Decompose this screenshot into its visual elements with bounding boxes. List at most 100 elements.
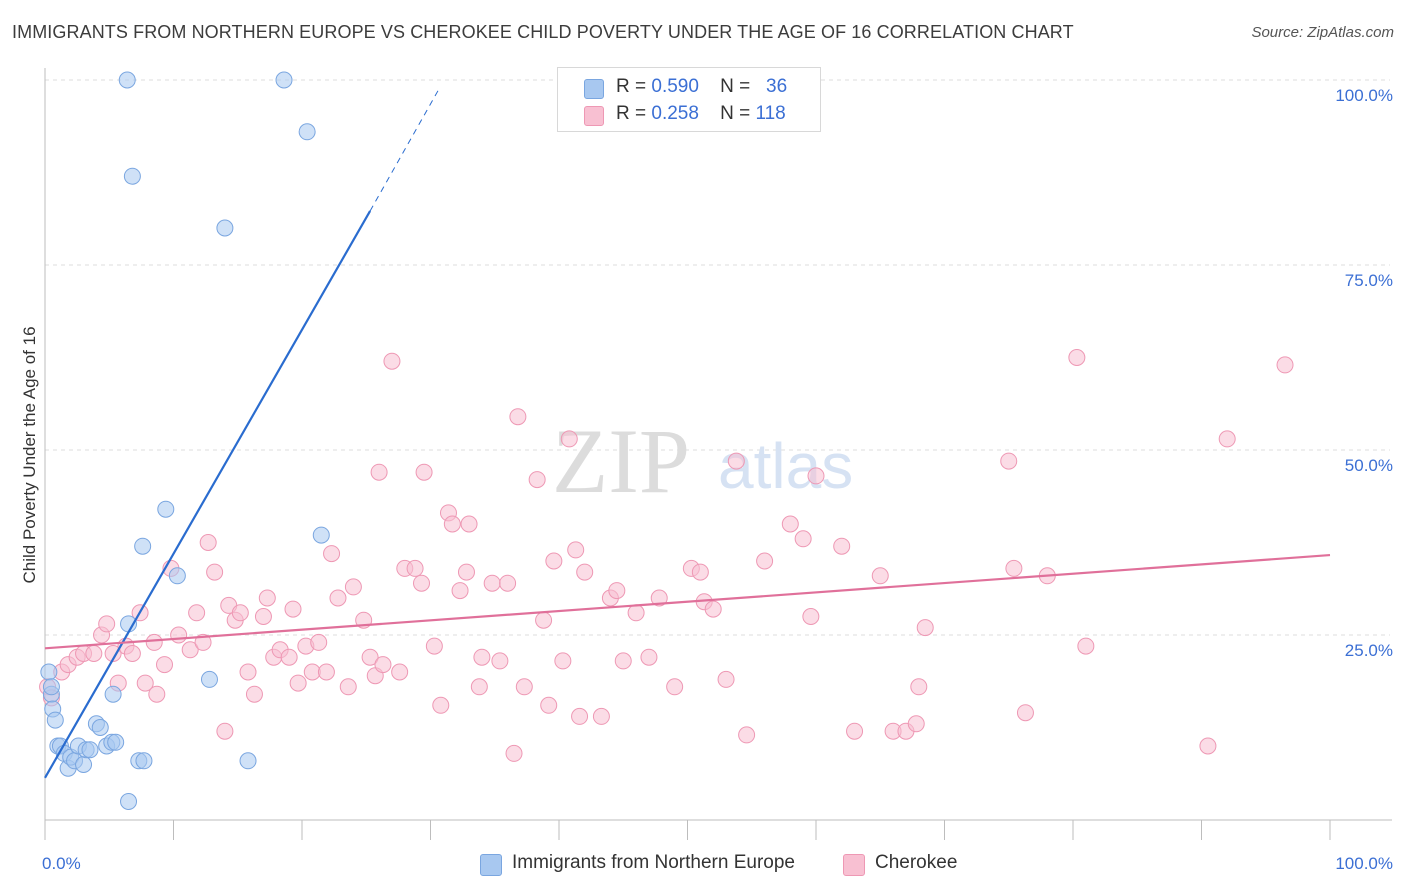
point-northern-europe [157,500,175,518]
point-cherokee [374,656,392,674]
point-cherokee [245,685,263,703]
point-cherokee [614,652,632,670]
point-cherokee [123,645,141,662]
point-northern-europe [135,752,153,770]
point-cherokee [483,574,501,592]
legend-label: Cherokee [875,852,958,873]
point-cherokee [545,552,563,570]
point-cherokee [1077,637,1095,655]
point-cherokee [691,563,709,581]
point-cherokee [571,707,589,725]
point-northern-europe [298,123,316,141]
point-cherokee [303,663,321,681]
stats-n-value: 36 [766,76,788,97]
point-cherokee [451,582,469,600]
point-cherokee [627,604,645,622]
point-cherokee [317,663,335,681]
point-cherokee [802,608,820,625]
point-cherokee [560,430,578,448]
point-northern-europe [40,663,58,681]
point-cherokee [1016,704,1034,722]
point-northern-europe [104,685,122,703]
point-cherokee [85,645,103,662]
point-cherokee [666,678,684,696]
point-cherokee [310,633,328,651]
point-cherokee [239,663,257,681]
y-tick-label: 75.0% [1345,271,1393,290]
point-northern-europe [216,219,234,237]
point-cherokee [254,608,272,625]
point-cherokee [415,463,433,481]
stats-r-label: R = [616,76,647,97]
x-tick-label-max: 100.0% [1335,854,1393,873]
point-cherokee [846,722,864,740]
point-northern-europe [42,678,60,696]
point-cherokee [194,633,212,651]
point-cherokee [188,604,206,622]
point-cherokee [640,648,658,666]
tick-labels: 25.0% 50.0% 75.0% 100.0% 0.0% 100.0% [42,86,1393,873]
stats-r-value: 0.258 [651,103,699,124]
point-cherokee [284,600,302,618]
stats-r-label: R = [616,103,647,124]
stats-swatch-blue [584,79,604,99]
legend-swatch-blue [480,854,502,876]
gridlines [45,79,1390,636]
y-tick-label: 50.0% [1345,456,1393,475]
point-cherokee [136,674,154,692]
legend-label: Immigrants from Northern Europe [512,852,795,873]
point-cherokee [650,589,668,607]
point-cherokee [199,534,217,551]
point-cherokee [145,633,163,651]
point-cherokee [181,641,199,659]
point-cherokee [535,611,553,629]
point-cherokee [554,652,572,670]
y-tick-label: 100.0% [1335,86,1393,105]
point-cherokee [592,707,610,725]
point-northern-europe [275,71,293,89]
point-cherokee [505,744,523,762]
point-cherokee [289,674,307,692]
point-cherokee [833,537,851,555]
point-cherokee [206,563,224,581]
point-cherokee [528,471,546,489]
point-cherokee [515,678,533,696]
point-cherokee [907,715,925,733]
point-cherokee [910,678,928,696]
stats-r-value: 0.590 [651,76,699,97]
stats-n-value: 118 [755,103,786,124]
point-cherokee [457,563,475,581]
point-cherokee [280,648,298,666]
point-cherokee [781,515,799,533]
point-cherokee [727,452,745,470]
point-northern-europe [75,756,93,773]
stats-n-label: N = [720,103,751,124]
point-cherokee [717,670,735,688]
legend-swatch-pink [843,854,865,876]
point-cherokee [470,678,488,696]
trend-line-northern-europe [44,210,372,779]
point-cherokee [608,582,626,600]
point-northern-europe [118,71,136,89]
point-cherokee [499,574,517,592]
point-northern-europe [312,526,330,544]
point-cherokee [216,722,234,740]
point-northern-europe [91,719,109,736]
stats-n-label: N = [720,76,751,97]
point-cherokee [425,637,443,655]
point-cherokee [509,408,527,426]
source-label: Source: ZipAtlas.com [1251,24,1394,41]
trend-line-cherokee [44,553,1331,650]
point-cherokee [1218,430,1236,448]
point-cherokee [807,467,825,485]
point-cherokee [540,696,558,714]
trend-line-extension [369,90,439,212]
point-northern-europe [200,670,218,688]
point-cherokee [432,696,450,714]
x-tick-label-min: 0.0% [42,854,81,873]
data-points [39,71,1294,810]
y-tick-label: 25.0% [1345,641,1393,660]
point-cherokee [738,726,756,744]
point-cherokee [370,463,388,481]
watermark-zip: ZIP [552,410,690,512]
